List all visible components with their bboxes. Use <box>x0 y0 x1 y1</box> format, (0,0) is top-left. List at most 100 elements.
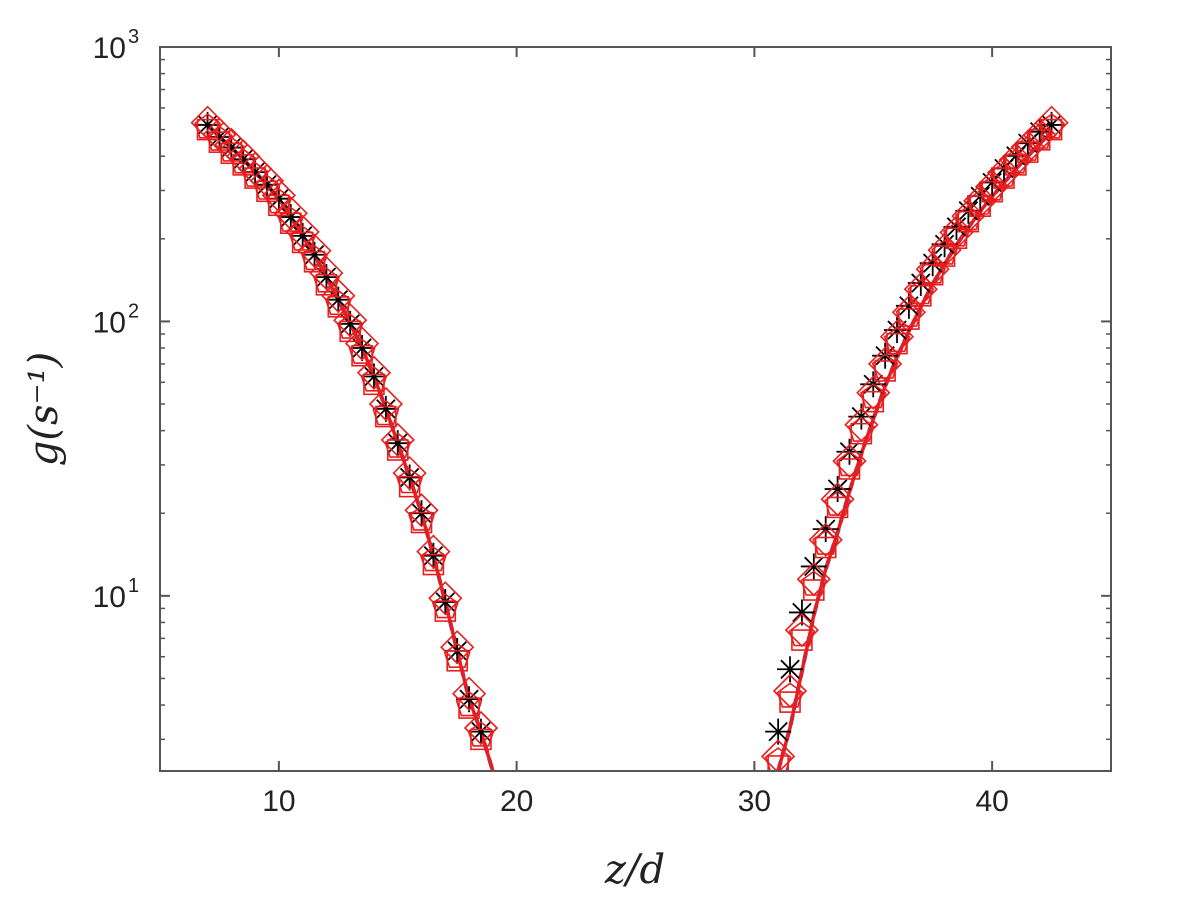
data-point-square <box>315 273 338 296</box>
data-point-square <box>993 167 1015 189</box>
data-point-diamond <box>927 232 962 268</box>
data-point-diamond <box>261 178 297 213</box>
data-point-square <box>814 536 837 559</box>
data-point-diamond <box>891 295 927 330</box>
data-point-square <box>874 360 896 382</box>
data-point-diamond <box>963 183 998 219</box>
data-point-square <box>862 390 885 413</box>
data-point-square <box>327 296 350 318</box>
data-point-diamond <box>939 215 974 250</box>
data-point-square <box>256 180 278 203</box>
data-point-diamond <box>832 443 867 479</box>
data-point-square <box>458 697 480 719</box>
data-point-diamond <box>974 169 1010 204</box>
series-11-square <box>767 118 1063 771</box>
data-point-square <box>351 344 373 367</box>
data-point-diamond <box>820 482 855 517</box>
y-tick-label-exp: 1 <box>128 575 139 597</box>
data-point-square <box>291 231 314 254</box>
x-tick-label: 30 <box>738 785 771 818</box>
data-point-square <box>1040 118 1063 141</box>
data-point-square <box>838 458 861 480</box>
y-tick-label: 10 1 <box>93 575 140 614</box>
data-point-diamond <box>856 375 891 410</box>
data-point-square <box>933 245 956 267</box>
data-point-square <box>303 250 326 273</box>
data-point-diamond <box>333 303 368 338</box>
data-point-square <box>220 142 243 165</box>
x-tick-label: 40 <box>975 785 1008 818</box>
data-point-diamond <box>392 455 427 491</box>
data-point-square <box>410 511 433 534</box>
series-10-pentagon <box>764 113 1065 771</box>
y-tick-label-base: 10 <box>93 581 126 614</box>
data-point-square <box>268 194 290 217</box>
data-point-pentagon <box>776 682 804 708</box>
data-point-diamond <box>1034 105 1069 140</box>
data-point-square <box>826 496 849 519</box>
data-point-diamond <box>321 278 356 313</box>
data-point-diamond <box>428 581 463 616</box>
data-point-square <box>422 553 445 576</box>
data-point-square <box>909 284 932 307</box>
x-tick-label: 20 <box>500 785 533 818</box>
data-point-square <box>1005 154 1027 176</box>
data-point-star <box>872 342 899 369</box>
data-point-square <box>803 579 825 601</box>
series-line <box>776 130 1053 771</box>
data-point-diamond <box>249 163 285 199</box>
x-tick-label: 10 <box>262 785 295 818</box>
data-point-diamond <box>440 630 475 665</box>
data-point-diamond <box>416 534 451 569</box>
data-point-star <box>777 656 804 683</box>
data-point-square <box>232 154 255 176</box>
y-tick-label-base: 10 <box>93 32 126 65</box>
data-point-square <box>981 180 1003 203</box>
data-point-diamond <box>463 710 499 746</box>
data-point-square <box>945 227 968 250</box>
y-tick-label-exp: 3 <box>128 26 139 48</box>
data-point-diamond <box>986 155 1022 190</box>
data-point-square <box>375 405 397 428</box>
data-point-square <box>434 600 457 622</box>
series-line <box>776 130 1053 771</box>
y-axis-title: g(s⁻¹) <box>21 352 67 467</box>
data-point-square <box>886 332 908 355</box>
y-tick-label-exp: 2 <box>128 300 139 322</box>
plot-frame <box>159 46 1112 772</box>
data-point-diamond <box>356 355 392 390</box>
data-point-diamond <box>309 255 344 291</box>
data-point-square <box>398 475 421 498</box>
data-point-diamond <box>368 386 404 422</box>
data-point-diamond <box>404 493 439 528</box>
series-6-line-dashed <box>776 130 1053 771</box>
data-point-square <box>279 212 302 234</box>
data-point-diamond <box>998 142 1034 177</box>
series-1-line-solid <box>206 123 495 771</box>
data-point-diamond <box>380 422 415 458</box>
data-point-diamond <box>951 198 986 234</box>
data-point-square <box>767 755 789 771</box>
data-point-square <box>208 131 231 153</box>
data-point-square <box>1016 141 1039 163</box>
y-tick-label-base: 10 <box>93 306 126 339</box>
series-5-square <box>196 118 492 751</box>
data-point-square <box>470 728 492 751</box>
data-point-diamond <box>760 739 796 771</box>
x-axis-title: z/d <box>604 847 665 893</box>
data-point-square <box>921 263 944 286</box>
data-point-square <box>196 118 219 141</box>
data-point-square <box>363 373 385 396</box>
data-point-square <box>850 422 873 445</box>
y-tick-label: 10 2 <box>93 300 140 339</box>
data-point-square <box>446 649 468 672</box>
data-point-diamond <box>451 676 487 711</box>
series-9-diamond <box>760 105 1069 771</box>
data-point-square <box>898 308 920 330</box>
data-marks <box>190 105 1069 771</box>
data-point-diamond <box>784 612 820 648</box>
series-line <box>206 123 495 771</box>
series-0-line-dashed <box>206 123 495 771</box>
